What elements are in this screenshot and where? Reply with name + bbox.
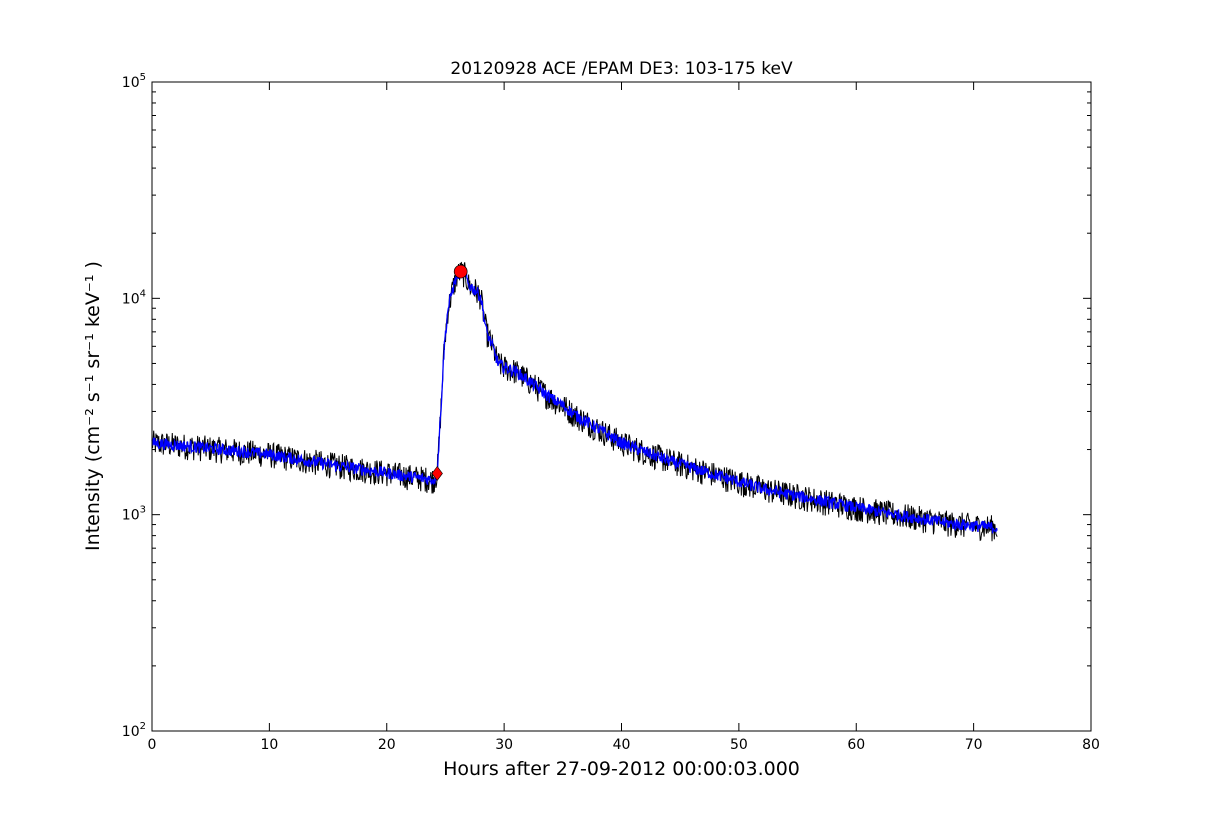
onset-marker <box>431 465 443 481</box>
y-tick-label-exponent: 3 <box>140 505 146 516</box>
series-raw-line <box>151 261 998 542</box>
x-tick-label: 70 <box>965 737 983 753</box>
chart-title: 20120928 ACE /EPAM DE3: 103-175 keV <box>450 59 793 79</box>
y-tick-label-base: 10 <box>122 75 140 91</box>
x-tick-label: 40 <box>613 737 631 753</box>
y-tick-label: 102 <box>122 721 146 740</box>
y-axis-title: Intensity (cm⁻² s⁻¹ sr⁻¹ keV⁻¹ ) <box>82 261 104 551</box>
y-tick-label-base: 10 <box>122 508 140 524</box>
y-tick-label: 105 <box>122 72 146 91</box>
y-tick-label: 104 <box>122 288 146 307</box>
y-tick-label: 103 <box>122 505 146 524</box>
x-tick-label: 10 <box>260 737 278 753</box>
x-tick-label: 0 <box>148 737 157 753</box>
x-axis-title: Hours after 27-09-2012 00:00:03.000 <box>443 758 800 780</box>
y-tick-label-exponent: 2 <box>140 721 146 732</box>
y-tick-label-base: 10 <box>122 724 140 740</box>
y-tick-label-exponent: 4 <box>140 288 146 299</box>
series-layer <box>151 261 998 542</box>
x-tick-label: 20 <box>378 737 396 753</box>
peak-marker <box>453 264 468 279</box>
x-tick-label: 80 <box>1082 737 1100 753</box>
y-tick-label-exponent: 5 <box>140 72 146 83</box>
y-tick-label-base: 10 <box>122 291 140 307</box>
x-tick-label: 60 <box>847 737 865 753</box>
x-tick-label: 30 <box>495 737 513 753</box>
x-tick-label: 50 <box>730 737 748 753</box>
series-smoothed-line <box>151 266 998 534</box>
marker-layer <box>431 264 468 481</box>
